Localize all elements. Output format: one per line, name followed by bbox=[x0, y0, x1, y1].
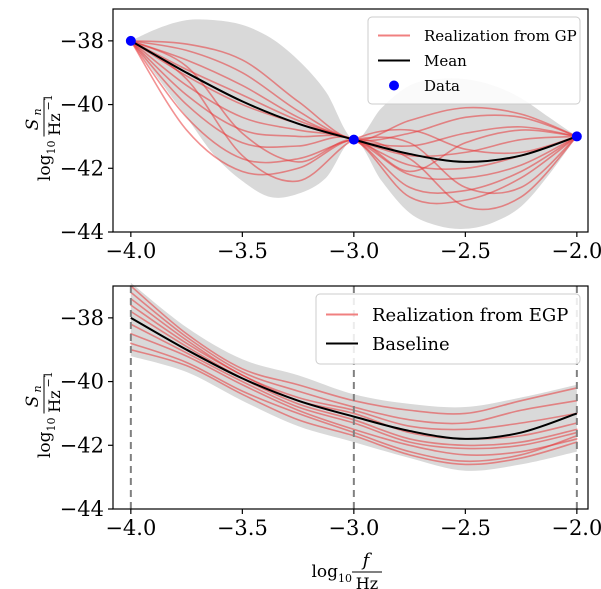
bottom-ylabel-num-sub: n bbox=[31, 385, 44, 392]
bottom-ylabel-log-sub: 10 bbox=[45, 418, 58, 432]
bottom-ylabel-den: Hz bbox=[45, 390, 64, 412]
top-y-tick-label-3: −44 bbox=[60, 220, 104, 244]
data-point-0 bbox=[125, 35, 136, 46]
bottom-y-tick-label-0: −38 bbox=[60, 306, 104, 330]
top-panel: −4.0 −3.5 −3.0 −2.5 −2.0 −38 −40 −42 −44 Realiza… bbox=[23, 8, 601, 263]
top-axes: −4.0 −3.5 −3.0 −2.5 −2.0 −38 −40 −42 −44 bbox=[60, 8, 601, 263]
bottom-x-tick-label-2: −3.0 bbox=[328, 516, 379, 540]
bottom-legend: Realization from EGP Baseline bbox=[315, 293, 581, 365]
top-x-tick-label-1: −3.5 bbox=[217, 239, 268, 263]
xlabel-log: log bbox=[311, 562, 338, 582]
bottom-x-tick-label-1: −3.5 bbox=[217, 516, 268, 540]
top-legend-label-0: Realization from GP bbox=[424, 27, 577, 45]
bottom-ylabel-num: S bbox=[23, 396, 43, 408]
bottom-y-tick-label-2: −42 bbox=[60, 433, 104, 457]
top-ylabel-den-sup: −1 bbox=[42, 94, 55, 110]
bottom-y-tick-label-3: −44 bbox=[60, 497, 104, 521]
bottom-frame bbox=[112, 285, 589, 510]
bottom-ylabel-den-sup: −1 bbox=[42, 371, 55, 387]
egp-band-area bbox=[130, 282, 577, 471]
gp-band-area bbox=[130, 19, 577, 229]
bottom-x-tick-label-4: −2.0 bbox=[551, 516, 601, 540]
bottom-legend-label-0: Realization from EGP bbox=[372, 305, 568, 326]
bottom-y-tick-label-1: −40 bbox=[60, 370, 104, 394]
xlabel-den: Hz bbox=[356, 574, 378, 589]
baseline-line bbox=[130, 316, 578, 440]
top-x-tick-label-3: −2.5 bbox=[440, 239, 491, 263]
top-y-tick-label-0: −38 bbox=[60, 29, 104, 53]
top-ylabel-log-sub: 10 bbox=[45, 141, 58, 155]
gp-realization-10 bbox=[130, 40, 578, 183]
egp-realization-6 bbox=[130, 332, 578, 456]
bottom-x-tick-label-0: −4.0 bbox=[105, 516, 156, 540]
top-y-tick-label-1: −40 bbox=[60, 93, 104, 117]
top-legend-swatch-2 bbox=[389, 80, 399, 91]
top-ylabel-num-sub: n bbox=[31, 108, 44, 115]
top-x-tick-label-4: −2.0 bbox=[551, 239, 601, 263]
top-x-tick-label-0: −4.0 bbox=[105, 239, 156, 263]
bottom-legend-label-1: Baseline bbox=[372, 334, 450, 355]
top-legend-label-2: Data bbox=[424, 77, 460, 95]
xlabel-log-sub: 10 bbox=[338, 572, 352, 585]
egp-confidence-band bbox=[130, 282, 577, 471]
bottom-x-tick-label-3: −2.5 bbox=[440, 516, 491, 540]
x-axis-label: log 10 f Hz bbox=[311, 550, 382, 589]
bottom-ylabel-log: log bbox=[35, 431, 55, 458]
top-ylabel-den: Hz bbox=[45, 113, 64, 135]
top-ylabel-log: log bbox=[35, 154, 55, 181]
bottom-legend-frame bbox=[315, 293, 581, 365]
top-legend-frame bbox=[367, 16, 581, 105]
data-point-1 bbox=[348, 134, 359, 145]
top-legend-label-1: Mean bbox=[424, 52, 467, 70]
top-y-tick-label-2: −42 bbox=[60, 156, 104, 180]
top-ylabel-num: S bbox=[23, 119, 43, 131]
baseline-path bbox=[130, 316, 578, 440]
top-x-tick-label-2: −3.0 bbox=[328, 239, 379, 263]
top-frame bbox=[112, 8, 589, 233]
xlabel-num: f bbox=[361, 550, 373, 571]
bottom-axes: −4.0 −3.5 −3.0 −2.5 −2.0 −38 −40 −42 −44 bbox=[60, 285, 601, 540]
egp-realization-3 bbox=[130, 304, 578, 440]
data-points bbox=[125, 35, 582, 145]
data-point-2 bbox=[571, 131, 582, 142]
bottom-panel: −4.0 −3.5 −3.0 −2.5 −2.0 −38 −40 −42 −44 Realiza… bbox=[23, 282, 601, 589]
top-legend: Realization from GP Mean Data bbox=[367, 16, 581, 105]
gp-confidence-band bbox=[130, 19, 577, 229]
